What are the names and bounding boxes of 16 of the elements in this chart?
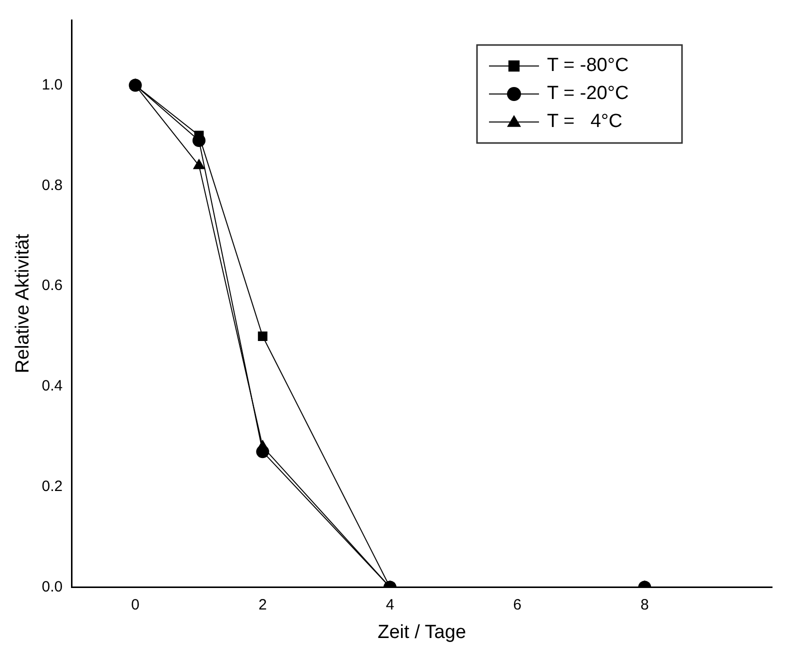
x-tick-label: 2	[258, 596, 267, 614]
x-tick-label: 4	[386, 596, 394, 614]
legend-label: T = -20°C	[547, 83, 629, 104]
x-axis-title: Zeit / Tage	[378, 622, 466, 643]
y-tick-label: 0.4	[42, 378, 63, 395]
legend-label: T = 4°C	[547, 111, 622, 132]
y-tick-label: 0.8	[42, 176, 63, 194]
y-axis-title: Relative Aktivität	[12, 233, 34, 374]
y-tick-label: 0.2	[42, 478, 63, 495]
legend-label: T = -80°C	[547, 55, 629, 76]
x-tick-label: 6	[513, 596, 522, 614]
x-tick-label: 8	[640, 596, 649, 614]
y-tick-label: 1.0	[42, 76, 63, 94]
y-tick-label: 0.0	[42, 578, 63, 596]
y-tick-label: 0.6	[42, 277, 63, 294]
x-tick-label: 0	[131, 596, 140, 614]
